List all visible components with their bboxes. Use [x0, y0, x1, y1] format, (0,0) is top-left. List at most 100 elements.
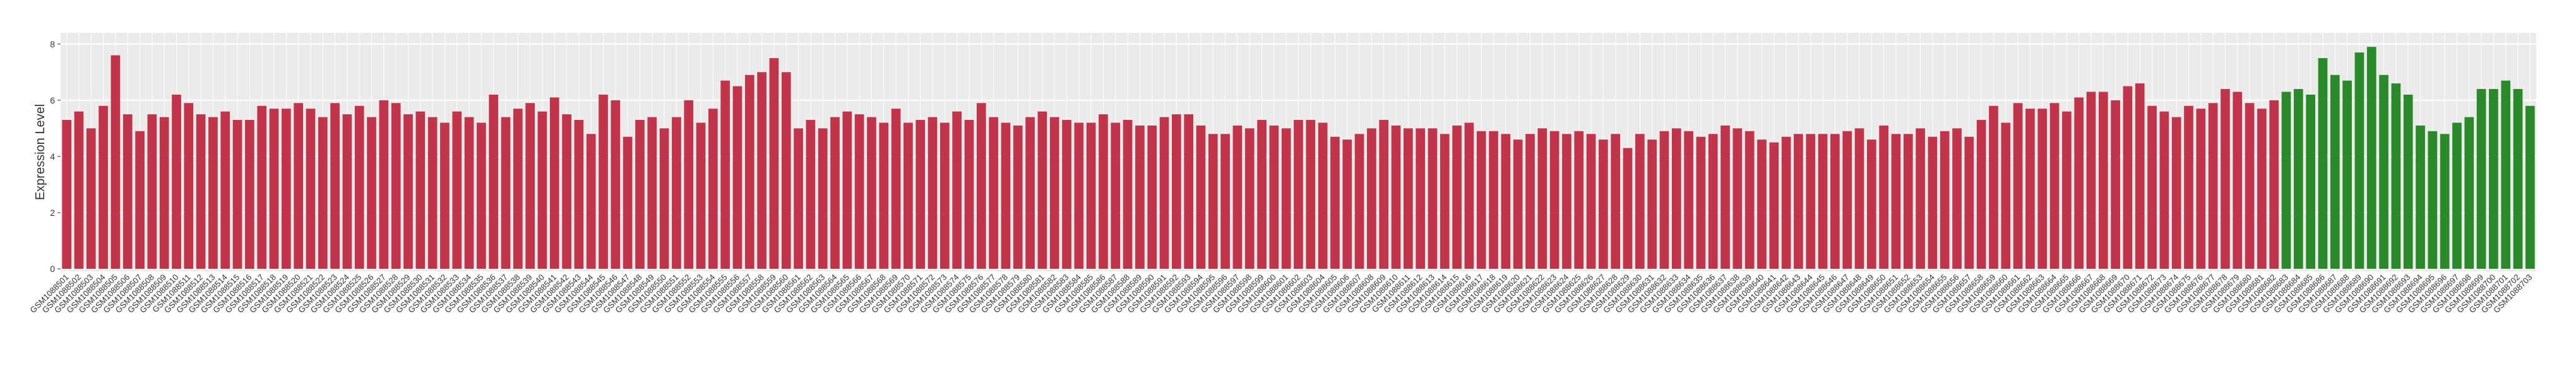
bar	[647, 117, 657, 269]
bar	[2452, 122, 2462, 269]
bar	[2269, 100, 2279, 269]
bar	[2440, 134, 2450, 269]
bar	[1123, 120, 1133, 269]
bar	[110, 55, 121, 269]
bar	[2062, 111, 2072, 269]
bar	[415, 111, 426, 269]
bar	[940, 122, 950, 269]
bar	[2416, 125, 2425, 269]
bar	[1257, 120, 1267, 269]
bar	[1452, 125, 1462, 269]
bar	[854, 114, 864, 269]
bar	[159, 117, 169, 269]
bar	[464, 117, 474, 269]
bar	[1720, 125, 1730, 269]
bar	[135, 131, 145, 269]
bar	[2037, 109, 2048, 269]
bar	[1513, 139, 1523, 269]
bar	[2111, 100, 2120, 269]
bar	[1367, 128, 1376, 269]
bar	[794, 128, 803, 269]
bar	[98, 105, 108, 269]
bar	[86, 128, 96, 269]
bar	[1525, 134, 1535, 269]
bar	[2135, 83, 2145, 269]
y-tick-label: 8	[50, 39, 55, 49]
bar	[245, 120, 254, 269]
bar	[196, 114, 206, 269]
bar	[2086, 92, 2096, 269]
bar	[867, 117, 876, 269]
bar	[1476, 131, 1486, 269]
bar	[1562, 134, 1571, 269]
bar	[903, 122, 913, 269]
bar	[915, 120, 926, 269]
bar	[1403, 128, 1413, 269]
bar	[1781, 136, 1791, 269]
bar	[477, 122, 486, 269]
bar	[2184, 105, 2193, 269]
bar	[1964, 136, 1974, 269]
bar	[2306, 94, 2316, 269]
bar	[354, 105, 364, 269]
bar	[122, 114, 133, 269]
bar	[2208, 103, 2218, 269]
bar	[1928, 136, 1938, 269]
bar	[489, 94, 499, 269]
bar	[1391, 125, 1401, 269]
bar	[1903, 134, 1913, 269]
bar	[330, 103, 340, 269]
bar	[1244, 128, 1255, 269]
bar	[1818, 134, 1828, 269]
bar	[1013, 125, 1023, 269]
bar	[549, 97, 559, 269]
bar	[562, 114, 571, 269]
bar	[2294, 89, 2303, 269]
bar	[989, 117, 998, 269]
bar	[2257, 109, 2267, 269]
bar	[1769, 142, 1779, 269]
bar	[1196, 125, 1206, 269]
bar	[623, 136, 633, 269]
bar	[2123, 86, 2133, 269]
bar	[696, 122, 706, 269]
bar	[830, 117, 840, 269]
bar	[342, 114, 352, 269]
bar	[891, 109, 901, 269]
bar	[879, 122, 889, 269]
bar	[440, 122, 450, 269]
bar	[684, 100, 694, 269]
bar	[927, 117, 938, 269]
bar	[427, 117, 438, 269]
bar	[1342, 139, 1352, 269]
bar	[952, 111, 962, 269]
bar	[1744, 131, 1755, 269]
bar	[1501, 134, 1511, 269]
bar	[74, 111, 84, 269]
bar	[2354, 52, 2364, 269]
bar	[1208, 134, 1218, 269]
bar	[379, 100, 389, 269]
bar	[574, 120, 584, 269]
bar	[769, 58, 779, 269]
bar	[306, 109, 316, 269]
bar	[2342, 80, 2352, 269]
bar	[184, 103, 194, 269]
bar	[2501, 80, 2511, 269]
bar	[2025, 109, 2035, 269]
bar	[781, 72, 791, 269]
bar	[1086, 122, 1096, 269]
bar	[1306, 120, 1316, 269]
bar	[964, 120, 974, 269]
bar	[2159, 111, 2169, 269]
bar	[708, 109, 718, 269]
bar	[1184, 114, 1194, 269]
bar	[1147, 125, 1157, 269]
bar	[1866, 139, 1876, 269]
bar	[62, 120, 71, 269]
bar	[1684, 131, 1693, 269]
y-tick-label: 4	[50, 151, 55, 162]
bar	[818, 128, 828, 269]
bar	[2366, 47, 2376, 269]
y-tick-label: 2	[50, 208, 55, 218]
